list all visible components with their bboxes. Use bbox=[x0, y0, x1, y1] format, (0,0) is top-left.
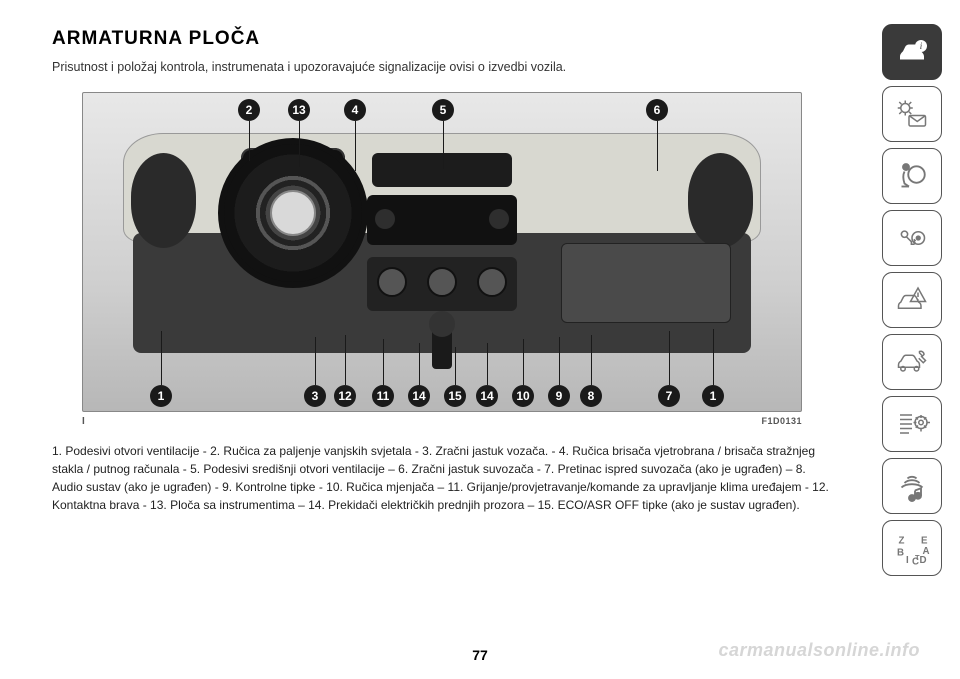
tab-vehicle-info[interactable]: i bbox=[882, 24, 942, 80]
callout-marker: 9 bbox=[548, 385, 570, 407]
callout-marker: 8 bbox=[580, 385, 602, 407]
tab-warning[interactable] bbox=[882, 272, 942, 328]
tab-lights[interactable] bbox=[882, 86, 942, 142]
callout-marker: 7 bbox=[658, 385, 680, 407]
svg-text:E: E bbox=[921, 536, 928, 547]
car-info-icon: i bbox=[894, 34, 930, 70]
page-title: ARMATURNA PLOČA bbox=[52, 28, 832, 50]
light-envelope-icon bbox=[894, 96, 930, 132]
figure-letter: I bbox=[82, 416, 85, 427]
watermark: carmanualsonline.info bbox=[718, 640, 920, 661]
callout-marker: 12 bbox=[334, 385, 356, 407]
svg-text:B: B bbox=[897, 548, 904, 559]
content-column: ARMATURNA PLOČA Prisutnost i položaj kon… bbox=[52, 28, 832, 514]
tab-index[interactable]: ZEBAICDT bbox=[882, 520, 942, 576]
tab-audio[interactable] bbox=[882, 458, 942, 514]
gear-shifter bbox=[432, 321, 452, 369]
side-vent-right bbox=[688, 153, 753, 248]
dashboard-figure: 213456131211141514109871 bbox=[82, 92, 802, 412]
figure-code: F1D0131 bbox=[761, 416, 802, 426]
radio-music-icon bbox=[894, 468, 930, 504]
page-number: 77 bbox=[472, 647, 488, 663]
steering-wheel-hub bbox=[270, 190, 316, 236]
climate-knob bbox=[377, 267, 407, 297]
page: ARMATURNA PLOČA Prisutnost i položaj kon… bbox=[0, 0, 960, 679]
alphabet-icon: ZEBAICDT bbox=[894, 530, 930, 566]
callout-marker: 10 bbox=[512, 385, 534, 407]
figure-wrap: 213456131211141514109871 I F1D0131 bbox=[82, 92, 802, 426]
figure-caption-row: I F1D0131 bbox=[82, 416, 802, 426]
page-subtitle: Prisutnost i položaj kontrola, instrumen… bbox=[52, 60, 832, 74]
car-wrench-icon bbox=[894, 344, 930, 380]
svg-text:Z: Z bbox=[899, 536, 905, 547]
tab-key-start[interactable] bbox=[882, 210, 942, 266]
manual-gear-icon bbox=[894, 406, 930, 442]
tab-airbag[interactable] bbox=[882, 148, 942, 204]
key-wheel-icon bbox=[897, 223, 927, 253]
callout-marker: 4 bbox=[344, 99, 366, 121]
callout-marker: 14 bbox=[476, 385, 498, 407]
climate-knob bbox=[427, 267, 457, 297]
callout-marker: 5 bbox=[432, 99, 454, 121]
callout-marker: 1 bbox=[702, 385, 724, 407]
climate-knob bbox=[477, 267, 507, 297]
tab-service[interactable] bbox=[882, 334, 942, 390]
glovebox bbox=[561, 243, 731, 323]
steering-wheel bbox=[218, 138, 368, 288]
side-vent-left bbox=[131, 153, 196, 248]
callout-marker: 3 bbox=[304, 385, 326, 407]
radio-unit bbox=[367, 195, 517, 245]
svg-text:T: T bbox=[915, 553, 920, 562]
callout-marker: 14 bbox=[408, 385, 430, 407]
svg-text:I: I bbox=[906, 555, 909, 566]
figure-legend: 1. Podesivi otvori ventilacije - 2. Ruči… bbox=[52, 442, 832, 514]
svg-text:D: D bbox=[920, 555, 927, 566]
callout-marker: 15 bbox=[444, 385, 466, 407]
callout-marker: 6 bbox=[646, 99, 668, 121]
callout-marker: 13 bbox=[288, 99, 310, 121]
tab-manual-settings[interactable] bbox=[882, 396, 942, 452]
callout-marker: 1 bbox=[150, 385, 172, 407]
callout-marker: 2 bbox=[238, 99, 260, 121]
callout-marker: 11 bbox=[372, 385, 394, 407]
airbag-icon bbox=[894, 158, 930, 194]
climate-controls bbox=[367, 257, 517, 311]
car-warning-icon bbox=[894, 282, 930, 318]
section-tabs-sidebar: i ZEBAICDT bbox=[882, 24, 942, 576]
